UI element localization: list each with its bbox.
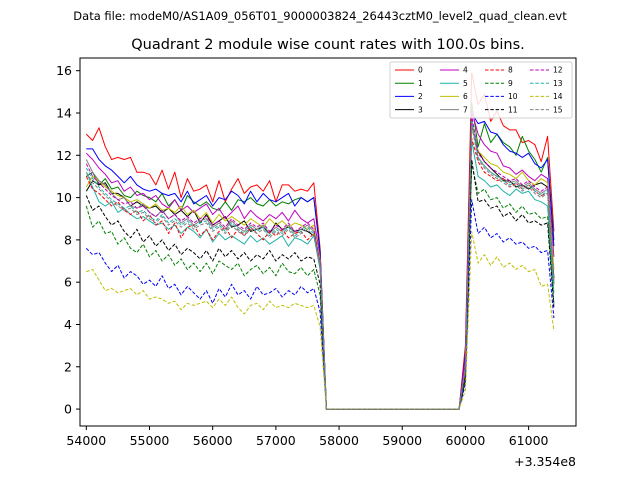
legend-label-5: 5: [463, 79, 468, 88]
series-line-10: [85, 199, 555, 410]
x-tick-label: 54000: [66, 433, 106, 448]
y-tick-label: 8: [64, 232, 72, 247]
series-line-11: [85, 159, 555, 410]
legend-label-8: 8: [508, 66, 513, 75]
x-tick-label: 57000: [256, 433, 296, 448]
x-offset-label: +3.354e8: [514, 454, 576, 469]
legend-label-13: 13: [553, 79, 563, 88]
legend-label-7: 7: [463, 105, 468, 114]
x-tick-label: 59000: [382, 433, 422, 448]
y-tick-label: 12: [56, 148, 72, 163]
series-line-15: [85, 125, 555, 410]
chart-suptitle: Data file: modeM0/AS1A09_056T01_90000038…: [73, 9, 567, 23]
legend-label-4: 4: [463, 66, 468, 75]
legend-label-3: 3: [418, 105, 423, 114]
y-tick-label: 10: [56, 190, 72, 205]
legend-label-9: 9: [508, 79, 513, 88]
y-tick-label: 16: [56, 63, 72, 78]
y-axis: 0 2 4 6 8 10 12 14 16: [56, 63, 80, 417]
series-line-2: [86, 112, 555, 410]
series-line-4: [85, 110, 555, 410]
x-tick-label: 55000: [130, 433, 170, 448]
legend-label-15: 15: [553, 105, 563, 114]
series-line-13: [85, 120, 555, 410]
legend-label-12: 12: [553, 66, 563, 75]
legend-label-0: 0: [418, 66, 423, 75]
x-tick-label: 58000: [319, 433, 359, 448]
x-tick-label: 56000: [193, 433, 233, 448]
series-layer: [85, 72, 555, 410]
x-tick-label: 61000: [509, 433, 549, 448]
y-tick-label: 4: [64, 317, 72, 332]
legend-label-11: 11: [508, 105, 518, 114]
series-line-0: [85, 72, 555, 410]
legend-label-1: 1: [418, 79, 423, 88]
series-line-9: [85, 163, 555, 410]
legend-label-2: 2: [418, 92, 423, 101]
y-tick-label: 0: [64, 402, 72, 417]
y-tick-label: 14: [56, 105, 72, 120]
x-axis: 54000 55000 56000 57000 58000 59000 60000 61000: [66, 426, 549, 448]
legend-box: [389, 61, 573, 119]
legend-label-10: 10: [508, 92, 518, 101]
legend-label-14: 14: [553, 92, 563, 101]
x-tick-label: 60000: [446, 433, 486, 448]
y-tick-label: 6: [64, 275, 72, 290]
series-line-14: [86, 230, 555, 410]
plot-frame: [79, 57, 577, 427]
legend-label-6: 6: [463, 92, 468, 101]
chart-title: Quadrant 2 module wise count rates with …: [131, 37, 525, 53]
y-tick-label: 2: [64, 359, 72, 374]
